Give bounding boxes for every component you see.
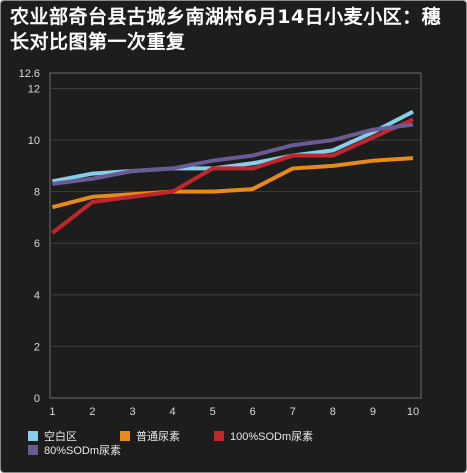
y-tick-label: 6 (34, 238, 40, 250)
x-tick-label: 6 (250, 406, 256, 418)
x-axis-labels: 1 2 3 4 5 6 7 8 9 10 (49, 406, 419, 418)
legend-item: 普通尿素 (120, 430, 180, 444)
legend-swatch (28, 431, 38, 441)
y-tick-label: 12 (28, 83, 40, 95)
series-line-3 (51, 117, 414, 235)
x-tick-label: 2 (89, 406, 95, 418)
y-axis-labels: 0 2 4 6 8 10 12 12.6 (19, 68, 40, 405)
series-line-1 (52, 109, 414, 184)
y-tick-label: 2 (34, 341, 40, 353)
legend-item: 空白区 (28, 430, 77, 444)
x-tick-label: 8 (330, 406, 336, 418)
legend-item: 80%SODm尿素 (28, 444, 121, 458)
legend-swatch (120, 431, 130, 441)
legend-swatch (214, 431, 224, 441)
legend-item: 100%SODm尿素 (214, 430, 313, 444)
legend-label: 100%SODm尿素 (230, 431, 314, 443)
legend-label: 80%SODm尿素 (44, 445, 122, 457)
x-tick-label: 7 (290, 406, 296, 418)
plot-border (49, 72, 422, 399)
y-tick-label: 0 (34, 393, 40, 405)
x-tick-label: 9 (370, 406, 376, 418)
grid-lines (49, 72, 422, 399)
y-tick-label: 10 (28, 135, 40, 147)
legend-label: 普通尿素 (136, 431, 180, 443)
series-line-4 (52, 122, 414, 186)
y-tick-label: 12.6 (19, 68, 40, 80)
legend-label: 空白区 (44, 431, 77, 443)
series-lines (51, 109, 414, 235)
chart-title: 农业部奇台县古城乡南湖村6月14日小麦小区：穗长对比图第一次重复 (10, 6, 442, 53)
x-tick-label: 5 (210, 406, 216, 418)
x-tick-label: 3 (129, 406, 135, 418)
x-tick-label: 10 (407, 406, 419, 418)
x-tick-label: 4 (170, 406, 176, 418)
legend-swatch (28, 445, 38, 455)
y-tick-label: 4 (34, 290, 40, 302)
series-line-2 (51, 156, 414, 210)
x-tick-label: 1 (49, 406, 55, 418)
y-tick-label: 8 (34, 187, 40, 199)
